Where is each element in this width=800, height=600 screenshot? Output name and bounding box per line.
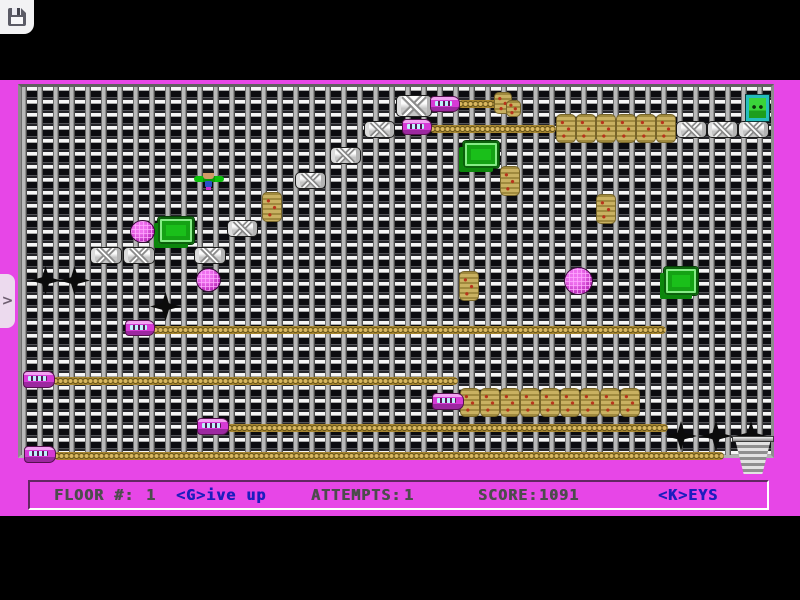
rope: [153, 326, 666, 334]
knot-cluster: [459, 271, 479, 301]
knot-cluster: [506, 100, 521, 117]
player-sprite: [194, 169, 224, 193]
mouse-car: [125, 320, 155, 336]
rope: [458, 100, 498, 108]
knot-rope-row: [556, 114, 676, 143]
girder-platform: [295, 172, 326, 189]
rope: [430, 125, 556, 133]
rope: [54, 452, 724, 460]
knot-cluster: [600, 388, 620, 417]
knot-cluster: [596, 194, 616, 224]
girder-platform: [330, 147, 361, 164]
girder-platform: [738, 121, 769, 138]
rope: [53, 377, 458, 385]
status-bar: FLOOR #: 1 <G>ive up ATTEMPTS: 1 SCORE: …: [28, 480, 769, 510]
knot-cluster: [500, 388, 520, 417]
knot-cluster: [262, 192, 282, 222]
green-block: [664, 267, 698, 295]
girder-platform: [707, 121, 738, 138]
gem-ball: [130, 220, 155, 243]
give-up-hint: <G>ive up: [176, 486, 267, 504]
knot-cluster: [596, 114, 616, 143]
mouse-car: [432, 393, 464, 410]
knot-cluster: [556, 114, 576, 143]
spike-star: [700, 421, 732, 451]
girder-platform: [364, 121, 395, 138]
girder-platform: [123, 247, 155, 264]
knot-cluster: [540, 388, 560, 417]
floor-label: FLOOR #:: [54, 486, 135, 504]
score-value: 1091: [539, 486, 580, 504]
girder-platform: [90, 247, 122, 264]
score-label: SCORE:: [478, 486, 539, 504]
spike-star: [665, 421, 697, 451]
mouse-car: [430, 96, 460, 112]
mouse-car: [23, 371, 55, 388]
playfield[interactable]: [18, 84, 774, 463]
knot-cluster: [636, 114, 656, 143]
sidebar-toggle[interactable]: >: [0, 274, 15, 328]
attempts-label: ATTEMPTS:: [311, 486, 402, 504]
trash-bucket: [733, 437, 773, 474]
floppy-disk-icon: [8, 8, 26, 26]
save-button[interactable]: [0, 0, 34, 34]
knot-cluster: [520, 388, 540, 417]
mouse-car: [402, 119, 432, 135]
girder-platform: [194, 247, 226, 264]
green-block: [463, 141, 499, 168]
chevron-right-icon: >: [1, 293, 14, 309]
knot-rope-row: [460, 388, 640, 417]
knot-cluster: [560, 388, 580, 417]
girder-platform: [396, 95, 432, 117]
girder-platform: [227, 220, 258, 237]
gem-ball: [196, 268, 221, 292]
knot-cluster: [460, 388, 480, 417]
knot-cluster: [580, 388, 600, 417]
mouse-car: [24, 446, 56, 463]
knot-cluster: [480, 388, 500, 417]
green-block: [158, 217, 194, 244]
creature-frame: [746, 95, 769, 121]
keys-hint: <K>EYS: [658, 486, 719, 504]
knot-cluster: [576, 114, 596, 143]
mouse-car: [197, 418, 229, 435]
knot-cluster: [500, 166, 520, 196]
spike-star: [30, 266, 61, 295]
gem-ball: [564, 267, 593, 295]
spike-star: [59, 266, 90, 295]
attempts-value: 1: [404, 486, 415, 504]
rope: [227, 424, 668, 432]
knot-cluster: [620, 388, 640, 417]
knot-cluster: [656, 114, 676, 143]
spike-star: [150, 292, 181, 321]
girder-platform: [676, 121, 707, 138]
knot-cluster: [616, 114, 636, 143]
floor-value: 1: [146, 486, 157, 504]
